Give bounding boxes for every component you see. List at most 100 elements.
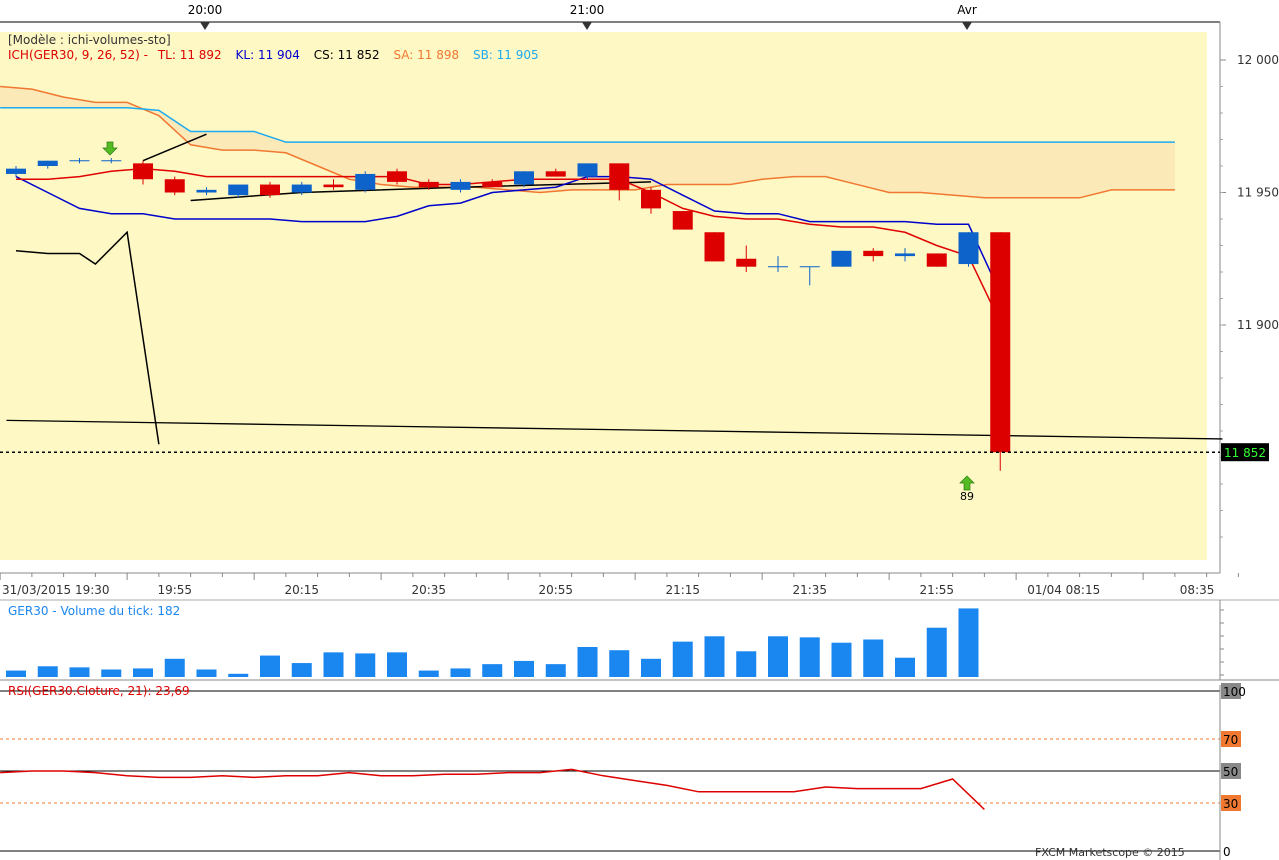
top-label-21h: 21:00 — [570, 3, 605, 17]
candle-body — [133, 163, 153, 180]
time-axis: 31/03/2015 19:30 19:55 20:15 20:35 20:55 21:1… — [0, 572, 1239, 597]
price-axis: 12 000 11 950 11 900 — [1220, 53, 1279, 538]
chikou-trend-line — [142, 133, 207, 162]
rsi-level-tag — [1221, 731, 1241, 747]
rsi-level-tag — [1221, 683, 1241, 699]
time-tick-label: 19:55 — [157, 583, 192, 597]
volume-bar — [768, 636, 788, 677]
volume-bar — [895, 657, 915, 677]
volume-panel: GER30 - Volume du tick: 182 — [0, 599, 1279, 681]
rsi-tick-label: 0 — [1223, 845, 1231, 859]
candle — [545, 168, 566, 177]
volume-bar — [577, 647, 598, 677]
signal-down-arrow-icon — [102, 141, 118, 156]
candle — [863, 248, 884, 262]
long-chikou-line — [6, 419, 1223, 440]
volume-bar — [545, 664, 566, 677]
legend-cs: CS: 11 852 — [314, 48, 380, 62]
candle — [514, 171, 534, 188]
volume-bar — [863, 639, 884, 677]
chikou-trend-line-2 — [190, 181, 652, 202]
rsi-tick-label: 70 — [1223, 733, 1238, 747]
rsi-axis: 100 70 50 30 0 — [0, 683, 1246, 859]
volume-bar — [704, 636, 725, 677]
candle — [641, 187, 661, 214]
candle — [291, 181, 312, 196]
candle-body — [958, 232, 979, 265]
candle — [768, 256, 788, 272]
volume-bar — [418, 670, 439, 677]
candle-body — [736, 258, 757, 267]
volume-bar — [926, 627, 947, 677]
ichimoku-legend: ICH(GER30, 9, 26, 52) - TL: 11 892 KL: 1… — [8, 48, 539, 62]
volume-bar — [641, 658, 661, 677]
candle-body — [672, 211, 693, 230]
candle — [958, 232, 979, 267]
candle — [323, 179, 344, 190]
volume-title: GER30 - Volume du tick: 182 — [8, 604, 180, 618]
volume-bar — [482, 664, 503, 677]
top-label-20h: 20:00 — [188, 3, 223, 17]
senkou-span-b-line — [0, 106, 1175, 143]
candle — [196, 187, 217, 196]
rsi-title: RSI(GER30.Cloture, 21): 23,69 — [8, 684, 190, 698]
volume-bar — [69, 667, 90, 677]
candle — [577, 163, 598, 180]
candle-body — [6, 168, 26, 174]
candle — [482, 179, 503, 188]
time-tick-label: 20:55 — [538, 583, 573, 597]
candle — [355, 171, 376, 193]
candle — [133, 160, 153, 185]
candle-body — [704, 232, 725, 262]
candle-body — [323, 184, 344, 188]
time-tick-label: 01/04 08:15 — [1027, 583, 1100, 597]
rsi-panel: 100 70 50 30 0 RSI(GER30.Cloture, 21): 23,69 — [0, 683, 1246, 860]
candle — [260, 181, 280, 198]
candle — [799, 266, 820, 286]
signal-up-label: 89 — [960, 490, 974, 503]
candle — [164, 176, 185, 196]
volume-bar — [260, 655, 280, 677]
top-time-axis: 20:00 21:00 Avr — [0, 3, 1220, 30]
rsi-level-tag — [1221, 843, 1241, 859]
volume-bar — [323, 652, 344, 677]
legend-ich: ICH(GER30, 9, 26, 52) - — [8, 48, 148, 62]
time-tick-label: 08:35 — [1180, 583, 1215, 597]
rsi-level-tag — [1221, 795, 1241, 811]
candle-body — [641, 189, 661, 209]
candle-body — [831, 250, 852, 267]
volume-bar — [736, 651, 757, 677]
candle-body — [450, 181, 471, 190]
candle-body — [514, 171, 534, 185]
candle — [831, 250, 852, 267]
last-price-tag-box — [1221, 443, 1269, 462]
volume-bar — [6, 670, 26, 677]
volume-bar — [228, 673, 249, 677]
legend-tl: TL: 11 892 — [157, 48, 222, 62]
volume-bar — [609, 650, 630, 677]
last-price-tag: 11 852 — [1221, 443, 1269, 462]
volume-bar — [514, 660, 534, 677]
volume-bar — [450, 668, 471, 677]
candle-body — [895, 253, 915, 257]
price-tick-label: 12 000 — [1237, 53, 1279, 67]
candle — [926, 253, 947, 267]
kijun-sen-line — [15, 175, 1001, 294]
time-tick-label: 20:15 — [284, 583, 319, 597]
last-price-tag-label: 11 852 — [1224, 446, 1266, 460]
rsi-tick-label: 100 — [1223, 685, 1246, 699]
candle-body — [37, 160, 58, 166]
price-panel-background — [0, 32, 1207, 560]
candle-body — [291, 184, 312, 193]
signal-up-arrow-icon — [959, 475, 975, 491]
candle-body — [260, 184, 280, 196]
volume-bar — [164, 658, 185, 677]
candle — [6, 166, 26, 177]
legend-sa: SA: 11 898 — [393, 48, 459, 62]
volume-bar — [196, 669, 217, 677]
candle-body — [355, 173, 376, 190]
candle — [387, 168, 407, 185]
rsi-tick-label: 30 — [1223, 797, 1238, 811]
candle — [418, 179, 439, 190]
legend-sb: SB: 11 905 — [473, 48, 539, 62]
